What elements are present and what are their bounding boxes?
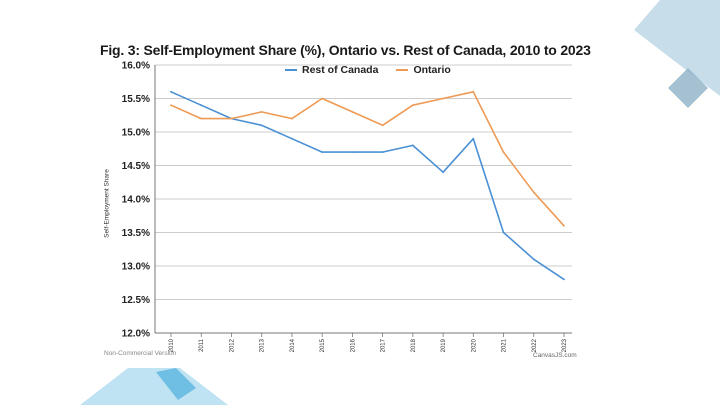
data-point — [200, 117, 203, 120]
y-tick-label: 15.0% — [122, 128, 150, 139]
deco-diamond-small-top-right — [668, 68, 708, 108]
x-tick-label: 2015 — [320, 338, 326, 352]
x-tick-label: 2014 — [290, 338, 296, 352]
data-point — [321, 151, 324, 154]
x-tick-label: 2023 — [562, 338, 568, 352]
data-point — [381, 151, 384, 154]
deco-diamond-top-right — [634, 0, 720, 96]
x-tick-label: 2018 — [411, 338, 417, 352]
y-tick-label: 12.5% — [122, 295, 150, 306]
series-line-rest-of-canada — [170, 91, 565, 281]
data-point — [532, 258, 535, 261]
y-tick-label: 15.5% — [122, 94, 150, 105]
y-tick-label: 16.0% — [122, 61, 150, 72]
watermark-non-commercial: Non-Commercial Version — [104, 350, 177, 357]
data-point — [230, 117, 233, 120]
y-tick-label: 13.0% — [122, 262, 150, 273]
x-tick-label: 2017 — [381, 338, 387, 352]
data-point — [321, 97, 324, 100]
legend-swatch-ontario — [396, 69, 409, 71]
legend-item-rest-of-canada[interactable]: Rest of Canada — [285, 64, 378, 76]
data-point — [351, 111, 354, 113]
x-tick-label: 2012 — [229, 338, 235, 352]
x-tick-label: 2019 — [441, 338, 447, 352]
y-tick-label: 12.0% — [122, 329, 150, 340]
legend-label-ontario: Ontario — [413, 64, 451, 76]
x-tick-label: 2011 — [199, 338, 205, 352]
deco-diamond-bottom-left — [80, 368, 228, 405]
data-point — [291, 137, 293, 140]
data-point — [442, 171, 444, 174]
data-point — [563, 278, 565, 281]
data-point — [532, 191, 535, 194]
x-tick-label: 2022 — [532, 338, 538, 352]
series-line-ontario — [170, 91, 565, 227]
y-tick-label: 14.0% — [122, 195, 150, 206]
data-point — [563, 224, 565, 227]
x-tick-label: 2016 — [350, 338, 356, 352]
data-point — [170, 90, 172, 93]
data-point — [260, 111, 263, 113]
y-tick-label: 13.5% — [122, 228, 150, 239]
watermark-canvasjs[interactable]: CanvasJS.com — [533, 352, 577, 359]
data-point — [502, 151, 505, 154]
data-point — [411, 104, 414, 107]
data-point — [442, 97, 444, 100]
x-tick-label: 2013 — [260, 338, 266, 352]
x-tick-label: 2020 — [471, 338, 477, 352]
deco-diamond-bottom-cyan — [156, 368, 196, 400]
x-tick-label: 2010 — [169, 338, 175, 352]
data-point — [381, 124, 384, 127]
data-point — [260, 124, 263, 127]
x-tick-label: 2021 — [502, 338, 508, 352]
data-point — [170, 104, 172, 107]
data-point — [472, 137, 475, 140]
chart-legend[interactable]: Rest of Canada Ontario — [285, 64, 451, 76]
data-point — [291, 117, 293, 120]
data-point — [502, 231, 505, 234]
y-tick-label: 14.5% — [122, 161, 150, 172]
data-point — [351, 151, 354, 154]
data-point — [411, 144, 414, 147]
data-point — [200, 104, 203, 107]
data-point — [472, 90, 475, 93]
legend-item-ontario[interactable]: Ontario — [396, 64, 451, 76]
legend-label-rest-of-canada: Rest of Canada — [302, 64, 379, 76]
legend-swatch-rest-of-canada — [285, 69, 297, 71]
chart-title: Fig. 3: Self-Employment Share (%), Ontar… — [100, 42, 591, 58]
